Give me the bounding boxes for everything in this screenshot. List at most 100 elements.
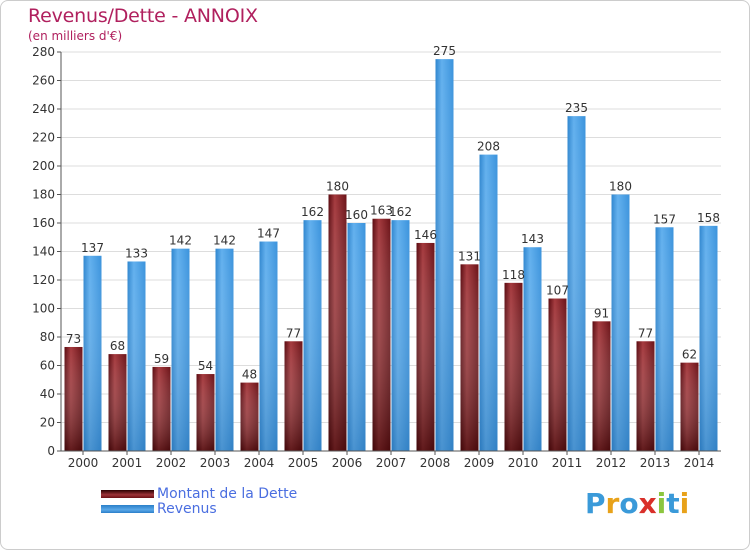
data-label-revenue: 235 bbox=[565, 101, 588, 115]
bar-revenue-shade bbox=[479, 154, 498, 451]
y-tick-label: 20 bbox=[40, 416, 55, 430]
legend-label-revenue: Revenus bbox=[157, 501, 217, 517]
data-label-revenue: 160 bbox=[345, 208, 368, 222]
bar-revenue-shade bbox=[523, 247, 542, 451]
x-tick-label: 2013 bbox=[640, 456, 671, 470]
logo-letter: i bbox=[679, 487, 690, 520]
data-label-revenue: 162 bbox=[301, 205, 324, 219]
logo-letter: P bbox=[585, 487, 606, 520]
data-label-debt: 131 bbox=[458, 249, 481, 263]
x-tick-label: 2000 bbox=[68, 456, 99, 470]
data-label-revenue: 275 bbox=[433, 44, 456, 58]
bar-debt-shade bbox=[372, 218, 391, 451]
data-label-debt: 54 bbox=[198, 359, 213, 373]
legend-swatch-revenue bbox=[101, 505, 154, 513]
data-label-revenue: 143 bbox=[521, 232, 544, 246]
logo-letter: t bbox=[666, 487, 680, 520]
chart-title: Revenus/Dette - ANNOIX bbox=[28, 5, 258, 27]
data-label-debt: 146 bbox=[414, 228, 437, 242]
x-tick-label: 2008 bbox=[420, 456, 451, 470]
data-label-debt: 48 bbox=[242, 368, 257, 382]
bar-debt-shade bbox=[152, 366, 171, 451]
data-label-debt: 77 bbox=[286, 326, 301, 340]
data-label-debt: 91 bbox=[594, 306, 609, 320]
bar-revenue-shade bbox=[259, 241, 278, 451]
y-tick-label: 240 bbox=[32, 102, 55, 116]
y-tick-label: 40 bbox=[40, 387, 55, 401]
legend-swatch-debt bbox=[101, 490, 154, 498]
x-tick-label: 2009 bbox=[464, 456, 495, 470]
y-tick-label: 60 bbox=[40, 359, 55, 373]
data-label-debt: 118 bbox=[502, 268, 525, 282]
data-label-revenue: 158 bbox=[697, 211, 720, 225]
logo-letter: o bbox=[619, 487, 639, 520]
bar-debt-shade bbox=[240, 382, 259, 451]
logo-letter: x bbox=[638, 487, 657, 520]
x-tick-label: 2007 bbox=[376, 456, 407, 470]
data-label-debt: 180 bbox=[326, 180, 349, 194]
chart-subtitle: (en milliers d'€) bbox=[28, 29, 123, 43]
y-tick-label: 140 bbox=[32, 245, 55, 259]
y-tick-label: 180 bbox=[32, 188, 55, 202]
x-tick-label: 2004 bbox=[244, 456, 275, 470]
bar-revenue-shade bbox=[171, 248, 190, 451]
logo-letter: r bbox=[605, 487, 620, 520]
bar-revenue-shade bbox=[655, 227, 674, 451]
x-tick-label: 2010 bbox=[508, 456, 539, 470]
bar-debt-shade bbox=[328, 194, 347, 451]
data-label-debt: 73 bbox=[66, 332, 81, 346]
y-tick-label: 220 bbox=[32, 131, 55, 145]
x-tick-label: 2006 bbox=[332, 456, 363, 470]
y-tick-label: 160 bbox=[32, 216, 55, 230]
bar-revenue-shade bbox=[303, 220, 322, 451]
x-tick-label: 2003 bbox=[200, 456, 231, 470]
data-label-revenue: 162 bbox=[389, 205, 412, 219]
x-tick-label: 2005 bbox=[288, 456, 319, 470]
data-label-revenue: 157 bbox=[653, 212, 676, 226]
data-label-revenue: 208 bbox=[477, 140, 500, 154]
data-label-debt: 68 bbox=[110, 339, 125, 353]
data-label-revenue: 137 bbox=[81, 241, 104, 255]
bar-revenue-shade bbox=[699, 225, 718, 451]
data-label-debt: 77 bbox=[638, 326, 653, 340]
x-tick-label: 2001 bbox=[112, 456, 143, 470]
bar-revenue-shade bbox=[127, 261, 146, 451]
bar-revenue-shade bbox=[215, 248, 234, 451]
bar-debt-shade bbox=[636, 341, 655, 451]
legend-label-debt: Montant de la Dette bbox=[157, 486, 298, 502]
data-label-revenue: 147 bbox=[257, 227, 280, 241]
bar-revenue-shade bbox=[83, 255, 102, 451]
bar-revenue-shade bbox=[347, 223, 366, 451]
y-tick-label: 100 bbox=[32, 302, 55, 316]
data-label-revenue: 133 bbox=[125, 246, 148, 260]
y-tick-label: 80 bbox=[40, 330, 55, 344]
bar-debt-shade bbox=[592, 321, 611, 451]
x-tick-label: 2011 bbox=[552, 456, 583, 470]
data-label-debt: 59 bbox=[154, 352, 169, 366]
bar-revenue-shade bbox=[391, 220, 410, 451]
bar-debt-shade bbox=[416, 242, 435, 451]
data-label-debt: 62 bbox=[682, 348, 697, 362]
bar-debt-shade bbox=[460, 264, 479, 451]
y-tick-label: 0 bbox=[47, 444, 55, 458]
x-tick-label: 2012 bbox=[596, 456, 627, 470]
bar-debt-shade bbox=[504, 282, 523, 451]
y-tick-label: 260 bbox=[32, 74, 55, 88]
bar-revenue-shade bbox=[435, 59, 454, 451]
x-tick-label: 2014 bbox=[684, 456, 715, 470]
data-label-revenue: 142 bbox=[213, 234, 236, 248]
bar-debt-shade bbox=[284, 341, 303, 451]
logo-letter: i bbox=[656, 487, 667, 520]
bar-debt-shade bbox=[196, 374, 215, 451]
bar-debt-shade bbox=[64, 346, 83, 451]
bar-revenue-shade bbox=[567, 116, 586, 451]
bar-debt-shade bbox=[680, 362, 699, 451]
bar-revenue-shade bbox=[611, 194, 630, 451]
proxiti-logo: Proxiti bbox=[585, 487, 689, 520]
y-tick-label: 120 bbox=[32, 273, 55, 287]
bar-debt-shade bbox=[548, 298, 567, 451]
data-label-revenue: 142 bbox=[169, 234, 192, 248]
x-tick-label: 2002 bbox=[156, 456, 187, 470]
